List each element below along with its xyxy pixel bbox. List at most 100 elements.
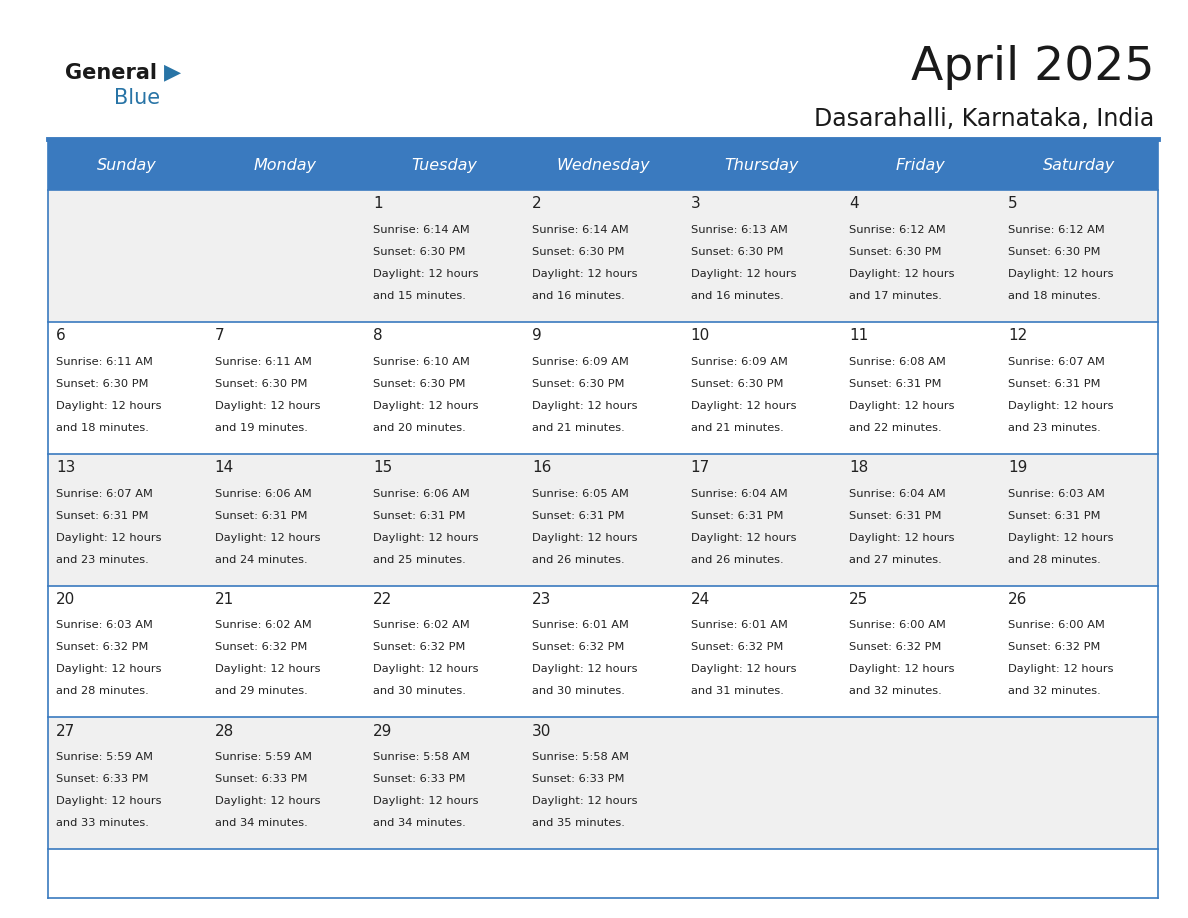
Bar [48, 141, 207, 190]
Text: and 30 minutes.: and 30 minutes. [532, 687, 625, 697]
Bar [999, 322, 1158, 453]
Text: Daylight: 12 hours: Daylight: 12 hours [690, 401, 796, 410]
Text: Sunset: 6:31 PM: Sunset: 6:31 PM [690, 510, 783, 521]
Text: 14: 14 [215, 460, 234, 476]
Text: Sunrise: 6:11 AM: Sunrise: 6:11 AM [56, 357, 153, 366]
Text: 5: 5 [1007, 196, 1018, 211]
Text: Daylight: 12 hours: Daylight: 12 hours [373, 269, 479, 279]
Text: Sunset: 6:31 PM: Sunset: 6:31 PM [215, 510, 307, 521]
Text: Sunrise: 6:00 AM: Sunrise: 6:00 AM [849, 621, 946, 631]
Text: Dasarahalli, Karnataka, India: Dasarahalli, Karnataka, India [815, 107, 1155, 131]
Text: Sunday: Sunday [97, 158, 157, 174]
Text: and 20 minutes.: and 20 minutes. [373, 423, 466, 432]
Bar [48, 453, 207, 586]
Bar [524, 190, 682, 322]
Text: and 26 minutes.: and 26 minutes. [690, 554, 783, 565]
Text: and 26 minutes.: and 26 minutes. [532, 554, 625, 565]
Text: and 30 minutes.: and 30 minutes. [373, 687, 466, 697]
Text: Daylight: 12 hours: Daylight: 12 hours [690, 532, 796, 543]
Text: 11: 11 [849, 329, 868, 343]
Bar [841, 717, 999, 849]
Text: Sunset: 6:31 PM: Sunset: 6:31 PM [373, 510, 466, 521]
Text: and 22 minutes.: and 22 minutes. [849, 423, 942, 432]
Text: and 17 minutes.: and 17 minutes. [849, 291, 942, 301]
Text: Sunset: 6:30 PM: Sunset: 6:30 PM [532, 247, 625, 257]
Text: Sunset: 6:30 PM: Sunset: 6:30 PM [373, 247, 466, 257]
Bar [682, 717, 841, 849]
Text: Daylight: 12 hours: Daylight: 12 hours [690, 269, 796, 279]
Text: and 28 minutes.: and 28 minutes. [56, 687, 148, 697]
Text: 28: 28 [215, 723, 234, 739]
Text: and 19 minutes.: and 19 minutes. [215, 423, 308, 432]
Text: and 35 minutes.: and 35 minutes. [532, 818, 625, 828]
Bar [682, 322, 841, 453]
Text: and 24 minutes.: and 24 minutes. [215, 554, 308, 565]
Text: 3: 3 [690, 196, 700, 211]
Text: 25: 25 [849, 592, 868, 607]
Bar [841, 322, 999, 453]
Text: April 2025: April 2025 [911, 45, 1155, 91]
Text: Sunrise: 6:02 AM: Sunrise: 6:02 AM [373, 621, 470, 631]
Text: Sunrise: 6:02 AM: Sunrise: 6:02 AM [215, 621, 311, 631]
Text: 15: 15 [373, 460, 392, 476]
Bar [48, 190, 207, 322]
Text: Friday: Friday [896, 158, 946, 174]
Bar [48, 322, 207, 453]
Text: Daylight: 12 hours: Daylight: 12 hours [215, 796, 320, 806]
Bar [48, 717, 207, 849]
Text: 30: 30 [532, 723, 551, 739]
Text: Daylight: 12 hours: Daylight: 12 hours [849, 401, 955, 410]
Bar [999, 190, 1158, 322]
Text: Sunrise: 6:10 AM: Sunrise: 6:10 AM [373, 357, 470, 366]
Text: 18: 18 [849, 460, 868, 476]
Bar [365, 717, 524, 849]
Text: Sunset: 6:32 PM: Sunset: 6:32 PM [849, 643, 942, 653]
Text: Sunrise: 6:09 AM: Sunrise: 6:09 AM [532, 357, 628, 366]
Text: Sunrise: 6:12 AM: Sunrise: 6:12 AM [849, 225, 946, 235]
Bar [207, 717, 365, 849]
Text: Daylight: 12 hours: Daylight: 12 hours [1007, 269, 1113, 279]
Text: 26: 26 [1007, 592, 1028, 607]
Text: Daylight: 12 hours: Daylight: 12 hours [532, 401, 638, 410]
Text: and 18 minutes.: and 18 minutes. [1007, 291, 1101, 301]
Text: Daylight: 12 hours: Daylight: 12 hours [215, 532, 320, 543]
Text: Sunrise: 6:14 AM: Sunrise: 6:14 AM [532, 225, 628, 235]
Text: Sunrise: 6:06 AM: Sunrise: 6:06 AM [215, 488, 311, 498]
Bar [999, 717, 1158, 849]
Text: Sunrise: 6:03 AM: Sunrise: 6:03 AM [1007, 488, 1105, 498]
Text: Daylight: 12 hours: Daylight: 12 hours [532, 269, 638, 279]
Text: and 18 minutes.: and 18 minutes. [56, 423, 148, 432]
Text: Daylight: 12 hours: Daylight: 12 hours [215, 401, 320, 410]
Text: and 28 minutes.: and 28 minutes. [1007, 554, 1101, 565]
Text: Daylight: 12 hours: Daylight: 12 hours [532, 532, 638, 543]
Bar [524, 141, 682, 190]
Bar [999, 141, 1158, 190]
Text: Sunset: 6:31 PM: Sunset: 6:31 PM [849, 510, 942, 521]
Text: 1: 1 [373, 196, 383, 211]
Text: 13: 13 [56, 460, 75, 476]
Bar [682, 190, 841, 322]
Text: 16: 16 [532, 460, 551, 476]
Text: 8: 8 [373, 329, 383, 343]
Text: and 23 minutes.: and 23 minutes. [56, 554, 148, 565]
Text: ▶: ▶ [164, 62, 181, 83]
Bar [999, 453, 1158, 586]
Bar [365, 453, 524, 586]
Bar [682, 141, 841, 190]
Bar [524, 453, 682, 586]
Text: Sunrise: 5:58 AM: Sunrise: 5:58 AM [532, 752, 628, 762]
Text: Thursday: Thursday [725, 158, 798, 174]
Text: Wednesday: Wednesday [556, 158, 650, 174]
Bar [524, 322, 682, 453]
Text: Daylight: 12 hours: Daylight: 12 hours [849, 532, 955, 543]
Text: Sunset: 6:32 PM: Sunset: 6:32 PM [1007, 643, 1100, 653]
Text: and 31 minutes.: and 31 minutes. [690, 687, 783, 697]
Bar [524, 717, 682, 849]
Text: and 25 minutes.: and 25 minutes. [373, 554, 466, 565]
Text: Sunset: 6:31 PM: Sunset: 6:31 PM [532, 510, 625, 521]
Text: and 21 minutes.: and 21 minutes. [532, 423, 625, 432]
Text: Sunrise: 6:07 AM: Sunrise: 6:07 AM [1007, 357, 1105, 366]
Text: Daylight: 12 hours: Daylight: 12 hours [690, 665, 796, 675]
Text: Daylight: 12 hours: Daylight: 12 hours [849, 269, 955, 279]
Text: and 33 minutes.: and 33 minutes. [56, 818, 148, 828]
